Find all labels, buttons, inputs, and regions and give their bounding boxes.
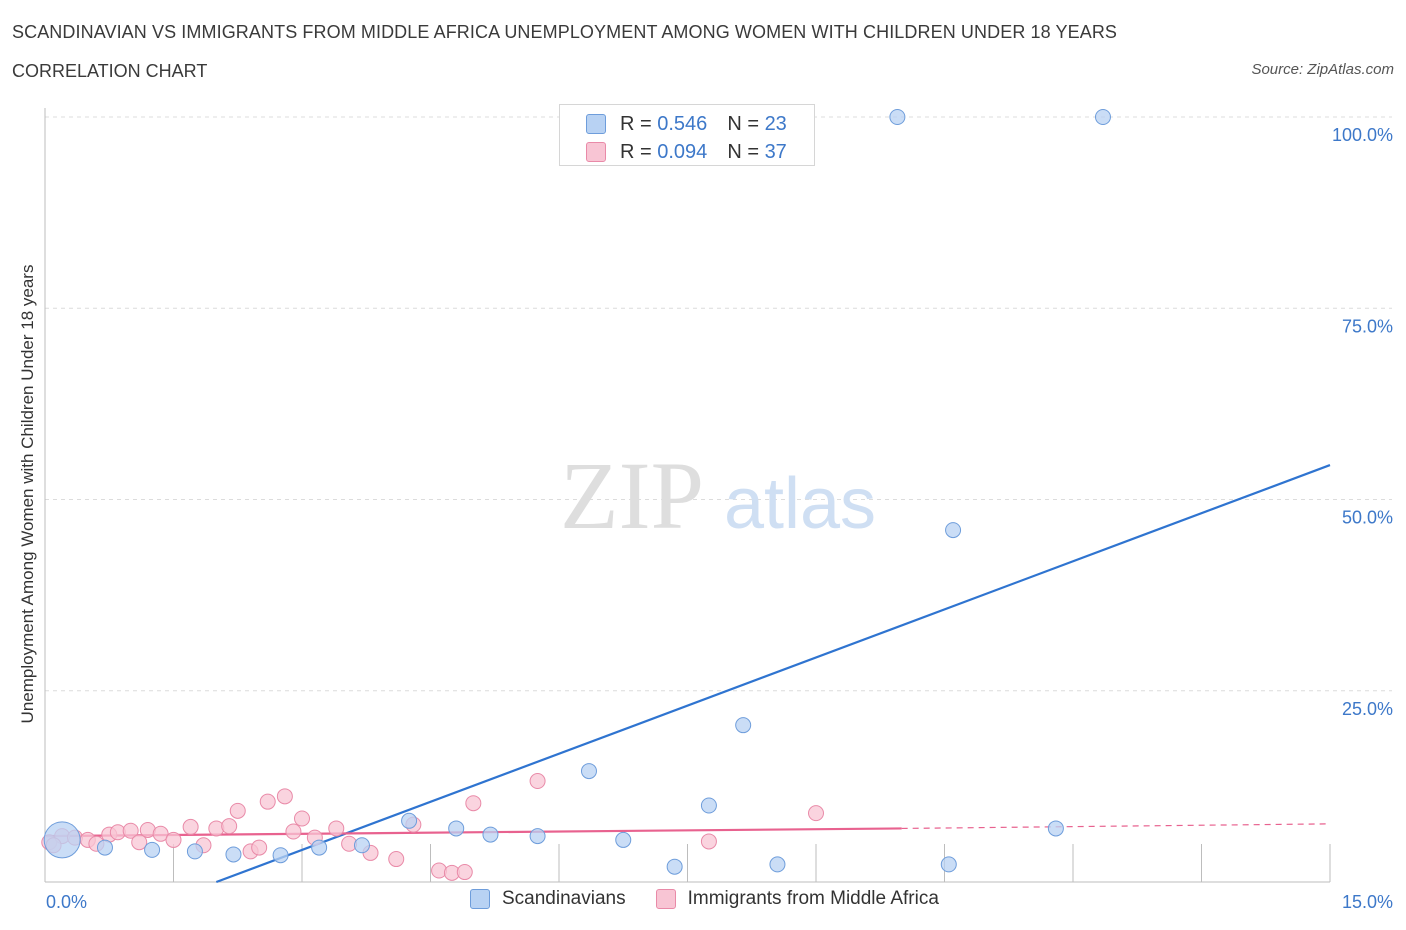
legend-swatch-blue: [586, 114, 606, 134]
x-tick-label: 15.0%: [1342, 892, 1393, 912]
y-tick-label: 25.0%: [1342, 699, 1393, 719]
trend-line-scandinavians: [215, 464, 1331, 884]
trend-lines: [44, 464, 1331, 884]
data-point-africa: [182, 818, 199, 835]
data-point-africa: [294, 810, 310, 827]
grid-lines: [45, 116, 1392, 692]
data-point-africa: [276, 788, 293, 805]
r-label: R =: [620, 112, 652, 135]
legend-swatch-blue: [470, 889, 490, 909]
data-point-africa: [529, 773, 546, 790]
data-point-scandinavians: [186, 843, 203, 860]
data-point-africa: [251, 839, 268, 856]
data-point-scandinavians: [666, 858, 683, 875]
data-point-scandinavians: [144, 841, 161, 858]
data-point-africa: [285, 823, 302, 840]
data-point-scandinavians: [1047, 820, 1064, 837]
data-point-africa: [152, 825, 169, 842]
data-point-africa: [700, 833, 717, 850]
data-points: [41, 109, 1111, 881]
n-label: N =: [727, 112, 759, 135]
data-point-africa: [229, 802, 246, 819]
y-tick-label: 100.0%: [1332, 125, 1393, 145]
legend-item-africa: Immigrants from Middle Africa: [655, 888, 939, 910]
data-point-scandinavians: [945, 522, 962, 539]
n-value-scandinavians: 23: [764, 112, 787, 135]
series-legend: Scandinavians Immigrants from Middle Afr…: [470, 888, 969, 910]
data-point-africa: [221, 818, 238, 835]
data-point-africa: [808, 805, 824, 822]
x-tick-label: 0.0%: [46, 892, 87, 912]
n-value-africa: 37: [764, 140, 787, 163]
data-point-scandinavians: [700, 797, 717, 814]
data-point-africa: [465, 795, 482, 812]
data-point-scandinavians: [448, 820, 465, 837]
r-label: R =: [620, 140, 652, 163]
data-point-scandinavians: [96, 839, 113, 856]
watermark-atlas: atlas: [724, 464, 876, 544]
legend-swatch-pink: [655, 889, 676, 909]
legend-row-africa: R = 0.094 N = 37: [586, 140, 787, 164]
legend-swatch-pink: [586, 142, 606, 162]
watermark-zip: ZIP: [560, 442, 704, 549]
legend-label-africa: Immigrants from Middle Africa: [687, 888, 939, 909]
chart-title: SCANDINAVIAN VS IMMIGRANTS FROM MIDDLE A…: [12, 22, 1118, 42]
data-point-scandinavians: [889, 109, 906, 125]
data-point-scandinavians: [735, 717, 752, 734]
data-point-scandinavians: [580, 763, 597, 780]
legend-item-scandinavians: Scandinavians: [470, 888, 626, 910]
data-point-scandinavians: [353, 837, 370, 854]
data-point-scandinavians: [272, 847, 289, 864]
data-point-scandinavians: [940, 856, 957, 873]
r-value-scandinavians: 0.546: [657, 112, 708, 135]
data-point-scandinavians: [225, 846, 242, 863]
data-point-africa: [131, 834, 148, 851]
correlation-legend: R = 0.546 N = 23 R = 0.094 N = 37: [559, 104, 815, 166]
r-value-africa: 0.094: [657, 140, 708, 163]
legend-label-scandinavians: Scandinavians: [502, 888, 626, 909]
axis-labels: 100.0% 75.0% 50.0% 25.0% 0.0% 15.0% Unemployme…: [18, 125, 1393, 912]
legend-row-scandinavians: R = 0.546 N = 23: [586, 112, 787, 136]
data-point-africa: [388, 851, 405, 868]
data-point-scandinavians: [1094, 109, 1111, 125]
chart-subtitle: CORRELATION CHART: [12, 61, 208, 81]
data-point-scandinavians: [529, 828, 546, 845]
y-axis-title: Unemployment Among Women with Children U…: [18, 265, 37, 724]
data-point-scandinavians: [43, 821, 81, 859]
y-tick-label: 50.0%: [1342, 508, 1393, 528]
data-point-scandinavians: [482, 826, 499, 843]
data-point-africa: [165, 831, 182, 848]
data-point-scandinavians: [615, 831, 632, 848]
data-point-africa: [456, 864, 473, 881]
y-tick-label: 75.0%: [1342, 316, 1393, 336]
data-point-africa: [328, 820, 345, 837]
data-point-africa: [122, 822, 139, 839]
data-point-scandinavians: [401, 812, 418, 829]
n-label: N =: [727, 140, 759, 163]
trend-line-africa-extension: [901, 823, 1331, 830]
data-point-scandinavians: [311, 839, 328, 856]
trend-line-africa: [44, 827, 902, 838]
data-point-africa: [259, 793, 276, 810]
source-label: Source: ZipAtlas.com: [1251, 61, 1394, 78]
data-point-scandinavians: [769, 856, 786, 873]
